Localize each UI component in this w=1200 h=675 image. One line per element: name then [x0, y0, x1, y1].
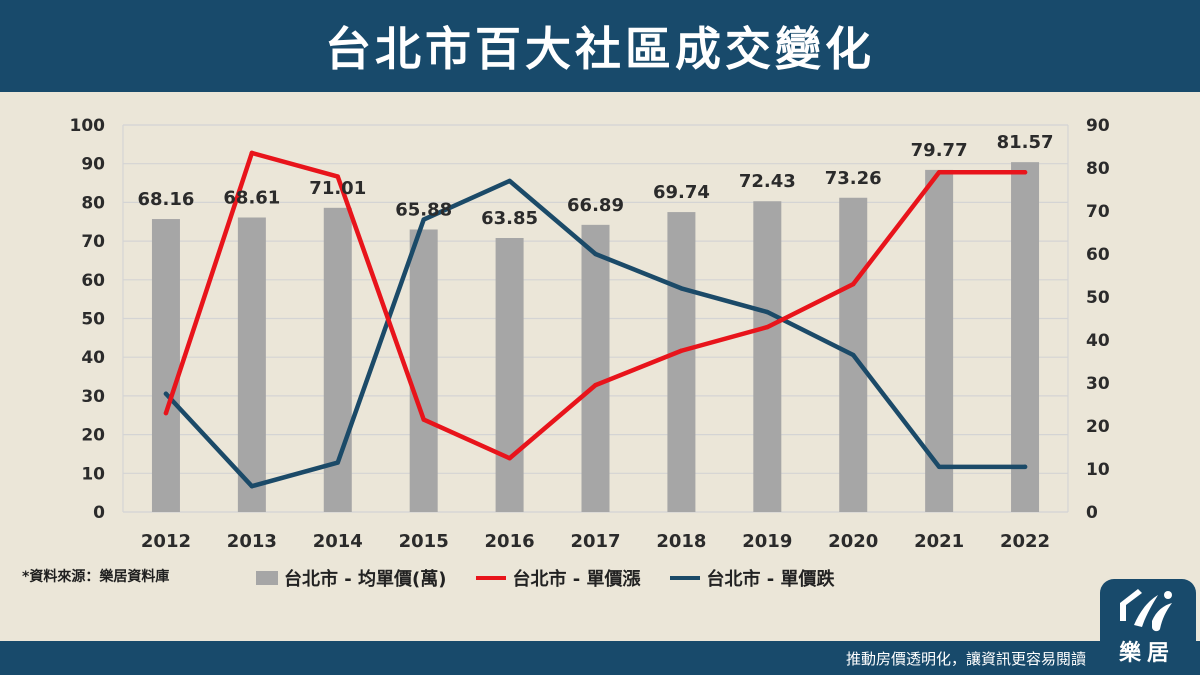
footer-slogan: 推動房價透明化，讓資訊更容易閱讀 — [845, 650, 1086, 668]
bar-data-label: 72.43 — [739, 171, 796, 192]
source-note: *資料來源：樂居資料庫 — [22, 569, 170, 585]
rise-line-point — [507, 456, 512, 461]
fall-line-point — [679, 286, 684, 291]
fall-line-point — [335, 460, 340, 465]
x-tick-label: 2022 — [1000, 531, 1050, 552]
bar-data-label: 71.01 — [309, 178, 366, 199]
x-tick-label: 2014 — [313, 531, 363, 552]
x-tick-label: 2013 — [227, 531, 277, 552]
rise-line-point — [679, 348, 684, 353]
y-left-tick-label: 80 — [81, 193, 105, 213]
legend-swatch-bar — [256, 571, 278, 585]
chart-legend: 台北市 - 均單價(萬) 台北市 - 單價漲 台北市 - 單價跌 — [256, 565, 835, 591]
x-tick-label: 2015 — [399, 531, 449, 552]
fall-line-point — [249, 484, 255, 489]
bar — [925, 169, 954, 512]
x-tick-label: 2017 — [570, 531, 620, 552]
rise-line-point — [335, 174, 340, 179]
bar-data-label: 63.85 — [481, 208, 538, 229]
y-left-tick-label: 60 — [81, 271, 105, 291]
chart-area: 0 10 20 30 40 50 60 70 80 90 100 0 10 20 30 40 50 60 70 80 9… — [0, 92, 1200, 640]
y-right-tick-label: 80 — [1086, 159, 1110, 179]
legend-item-avg-price: 台北市 - 均單價(萬) — [256, 565, 446, 591]
y-left-tick-label: 90 — [81, 155, 105, 175]
x-tick-label: 2020 — [828, 531, 878, 552]
y-left-tick-label: 0 — [93, 503, 105, 523]
bar-data-label: 79.77 — [911, 140, 968, 161]
rise-line-point — [765, 324, 770, 330]
fall-line-point — [765, 309, 770, 315]
y-right-tick-label: 30 — [1086, 374, 1110, 394]
rise-line-point — [249, 150, 255, 156]
fall-line-point — [421, 217, 426, 222]
y-left-tick-label: 100 — [70, 116, 106, 136]
bar — [1011, 162, 1040, 512]
bar-data-label: 68.61 — [223, 187, 280, 208]
header-bar: 台北市百大社區成交變化 — [0, 0, 1200, 92]
bar — [753, 201, 782, 512]
x-tick-label: 2012 — [141, 531, 191, 552]
footer-bar: 推動房價透明化，讓資訊更容易閱讀 — [0, 641, 1200, 675]
x-tick-label: 2018 — [656, 531, 706, 552]
bar-data-label: 66.89 — [567, 195, 624, 216]
y-left-tick-label: 30 — [81, 387, 105, 407]
rise-line-point — [421, 417, 426, 422]
y-right-tick-label: 20 — [1086, 417, 1110, 437]
house-logo-icon — [1120, 589, 1172, 632]
page-title: 台北市百大社區成交變化 — [325, 22, 875, 76]
y-right-tick-label: 70 — [1086, 202, 1110, 222]
x-tick-label: 2016 — [485, 531, 535, 552]
fall-line-point — [507, 178, 512, 184]
logo-background — [1100, 579, 1196, 675]
combo-chart: 0 10 20 30 40 50 60 70 80 90 100 0 10 20 30 40 50 60 70 80 9… — [70, 116, 1110, 552]
legend-label: 台北市 - 均單價(萬) — [284, 569, 447, 590]
legend-item-rise: 台北市 - 單價漲 — [476, 565, 640, 591]
y-right-tick-label: 10 — [1086, 460, 1110, 480]
y-right-tick-label: 60 — [1086, 245, 1110, 265]
y-left-tick-label: 10 — [81, 464, 105, 484]
rise-line-point — [936, 170, 942, 175]
brand-logo: 樂居 — [1104, 581, 1190, 673]
y-right-tick-label: 50 — [1086, 288, 1110, 308]
y-left-tick-label: 70 — [81, 232, 105, 252]
bar-data-label: 73.26 — [825, 168, 882, 189]
logo-text: 樂居 — [1118, 641, 1175, 666]
rise-line-point — [593, 382, 598, 388]
fall-line-point — [936, 464, 942, 470]
rise-line-point — [1022, 170, 1028, 175]
x-tick-label: 2019 — [742, 531, 792, 552]
x-tick-label: 2021 — [914, 531, 964, 552]
rise-line-point — [163, 410, 169, 416]
legend-swatch-line — [476, 576, 507, 580]
legend-label: 台北市 - 單價漲 — [512, 569, 641, 590]
bar — [667, 212, 696, 512]
fall-line-point — [851, 352, 856, 358]
y-right-tick-label: 90 — [1086, 116, 1110, 136]
fall-line-point — [1022, 464, 1028, 470]
legend-item-fall: 台北市 - 單價跌 — [670, 565, 835, 591]
rise-line-point — [851, 281, 856, 287]
bar — [495, 238, 524, 512]
bar-data-label: 69.74 — [653, 182, 710, 203]
bar — [581, 224, 610, 512]
bar-data-label: 68.16 — [137, 189, 194, 210]
y-left-tick-label: 40 — [81, 348, 105, 368]
fall-line-point — [593, 251, 598, 257]
y-right-tick-label: 40 — [1086, 331, 1110, 351]
bar-data-label: 81.57 — [997, 132, 1054, 153]
bar-data-label: 65.88 — [395, 199, 452, 220]
bar — [409, 229, 438, 513]
y-left-tick-label: 20 — [81, 426, 105, 446]
legend-swatch-line — [670, 576, 701, 580]
legend-label: 台北市 - 單價跌 — [706, 569, 835, 590]
y-right-tick-label: 0 — [1086, 503, 1098, 523]
y-left-tick-label: 50 — [81, 310, 105, 330]
bar — [151, 219, 180, 512]
fall-line-point — [163, 391, 169, 396]
bar — [237, 217, 266, 513]
